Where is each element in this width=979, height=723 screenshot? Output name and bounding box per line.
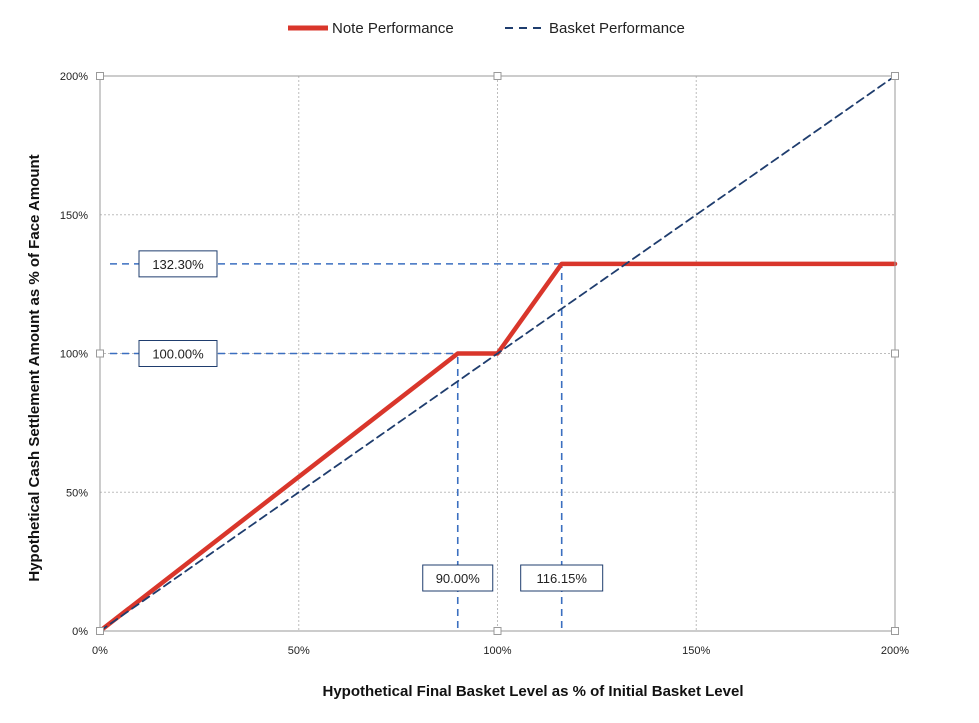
selection-handle: [493, 72, 502, 80]
legend-item-note-performance: Note Performance: [288, 20, 454, 37]
annotation-x-11615: 116.15%: [520, 564, 604, 592]
y-tick-label: 50%: [66, 487, 88, 499]
selection-handle: [96, 627, 104, 635]
note-performance-line: [97, 261, 898, 634]
selection-handle: [891, 627, 899, 635]
annotation-label: 116.15%: [537, 571, 588, 586]
x-tick-label: 100%: [483, 645, 511, 657]
basket-performance-line: [99, 75, 896, 632]
annotation-label: 100.00%: [152, 347, 204, 362]
legend: Note Performance Basket Performance: [288, 20, 685, 37]
annotation-box: [138, 340, 218, 367]
y-tick-label: 100%: [60, 349, 88, 361]
annotation-label: 132.30%: [152, 257, 204, 272]
annotation-boxes: 132.30% 100.00% 90.00% 116.15%: [138, 250, 604, 592]
selection-handle: [96, 72, 104, 80]
y-tick-label: 150%: [60, 210, 88, 222]
annotation-box: [422, 564, 494, 592]
legend-label: Note Performance: [332, 20, 454, 37]
x-tick-label: 50%: [288, 645, 310, 657]
annotation-x-9000: 90.00%: [422, 564, 494, 592]
x-tick-label: 200%: [881, 645, 909, 657]
annotation-y-10000: 100.00%: [138, 340, 218, 367]
series-lines: [97, 75, 898, 634]
y-tick-label: 0%: [72, 626, 88, 638]
axis-titles: Hypothetical Final Basket Level as % of …: [26, 154, 743, 700]
legend-label: Basket Performance: [549, 20, 685, 37]
x-tick-label: 0%: [92, 645, 108, 657]
selection-handle: [96, 349, 104, 358]
annotation-label: 90.00%: [436, 571, 481, 586]
plot-frame: [96, 72, 899, 635]
annotation-y-13230: 132.30%: [138, 250, 218, 278]
selection-handle: [891, 349, 899, 358]
annotation-box: [520, 564, 604, 592]
selection-handle: [891, 72, 899, 80]
x-tick-label: 150%: [682, 645, 710, 657]
y-tick-label: 200%: [60, 71, 88, 83]
x-axis-title: Hypothetical Final Basket Level as % of …: [323, 683, 744, 700]
legend-item-basket-performance: Basket Performance: [505, 20, 685, 37]
tick-labels: 0% 50% 100% 150% 200% 0% 50% 100% 150% 200%: [60, 71, 909, 657]
selection-handle: [493, 627, 502, 635]
annotation-box: [138, 250, 218, 278]
y-axis-title: Hypothetical Cash Settlement Amount as %…: [26, 154, 43, 581]
